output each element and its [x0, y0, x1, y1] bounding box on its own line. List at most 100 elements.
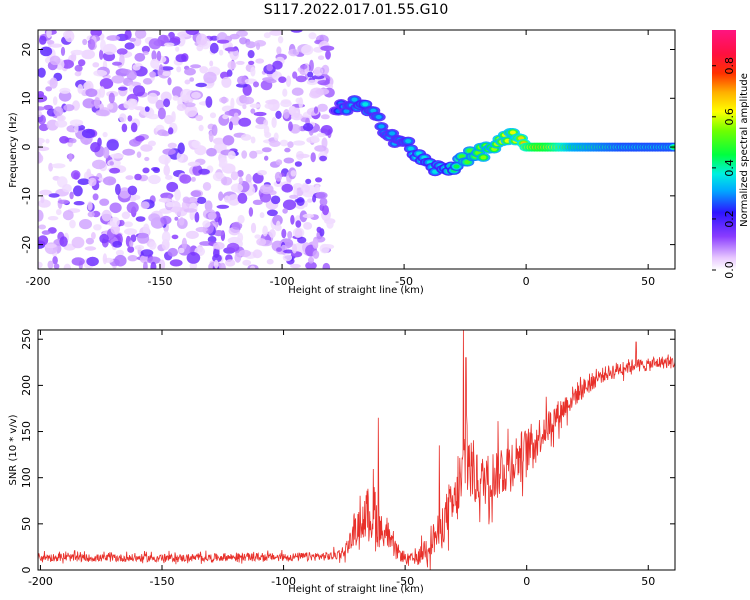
- spectrogram-noise-cell: [287, 231, 293, 239]
- spectrogram-noise-cell: [53, 263, 60, 269]
- spectrogram-noise-cell: [282, 199, 297, 211]
- spectrogram-noise-cell: [151, 50, 157, 61]
- spectrogram-noise-cell: [259, 192, 272, 203]
- spectrogram-noise-cell: [283, 157, 295, 164]
- spectrogram-noise-cell: [38, 67, 46, 78]
- spectrogram-noise-cell: [272, 60, 283, 70]
- spectrogram-noise-cell: [55, 119, 68, 128]
- spectrogram-noise-cell: [110, 153, 124, 159]
- spectrogram-noise-cell: [293, 186, 298, 198]
- spectrogram-noise-cell: [219, 97, 229, 104]
- spectrogram-noise-cell: [45, 138, 50, 144]
- colorbar-tick-label: 0.0: [723, 261, 736, 279]
- spectrogram-noise-cell: [283, 109, 290, 119]
- spectrogram-noise-cell: [48, 193, 60, 198]
- spectrogram-noise-cell: [287, 141, 294, 149]
- spectrogram-noise-cell: [249, 265, 256, 269]
- spectrogram-noise-cell: [150, 261, 157, 269]
- spectrogram-noise-cell: [74, 71, 82, 77]
- spectrogram-noise-cell: [301, 184, 310, 193]
- x-tick-label: -200: [26, 275, 51, 288]
- spectrogram-noise-cell: [99, 86, 106, 98]
- spectrogram-ridge-cell: [351, 97, 358, 102]
- colorbar-tick-label: 0.8: [723, 57, 736, 75]
- spectrogram-noise-cell: [219, 262, 226, 269]
- spectrogram-noise-cell: [124, 42, 135, 50]
- spectrogram-noise-cell: [248, 60, 255, 65]
- spectrogram-noise-cell: [102, 253, 108, 265]
- colorbar-ticks: 0.0 0.2 0.4 0.6 0.8: [712, 57, 736, 279]
- spectrogram-noise-cell: [276, 247, 282, 252]
- spectrogram-noise-cell: [92, 62, 100, 68]
- spectrogram-noise-cell: [71, 257, 85, 266]
- spectrogram-noise-cell: [285, 75, 292, 88]
- spectrogram-noise-cell: [142, 167, 150, 174]
- spectrogram-noise-cell: [282, 88, 288, 97]
- spectrogram-noise-cell: [190, 190, 202, 197]
- spectrogram-noise-cell: [247, 50, 255, 59]
- spectrogram-noise-cell: [48, 162, 53, 172]
- spectrogram-noise-cell: [44, 243, 57, 249]
- spectrogram-noise-cell: [163, 42, 175, 47]
- spectrogram-noise-cell: [250, 222, 257, 234]
- spectrogram-noise-cell: [211, 124, 218, 136]
- spectrogram-noise-cell: [269, 229, 276, 238]
- spectrogram-noise-cell: [212, 254, 222, 263]
- spectrogram-noise-cell: [93, 69, 108, 77]
- spectrogram-ridge-cell: [453, 164, 460, 169]
- spectrogram-noise-cell: [87, 38, 96, 50]
- colorbar-tick-label: 0.2: [723, 210, 736, 228]
- spectrogram-ridge-cell: [464, 160, 471, 165]
- spectrogram-noise-cell: [235, 83, 248, 88]
- spectrogram-noise-cell: [93, 224, 102, 231]
- spectrogram-noise-cell: [160, 208, 169, 214]
- x-tick-label: -100: [271, 575, 296, 588]
- spectrogram-noise-cell: [38, 106, 46, 111]
- spectrogram-noise-cell: [39, 35, 47, 45]
- spectrogram-x-label: Height of straight line (km): [288, 285, 424, 296]
- spectrogram-noise-cell: [106, 35, 120, 41]
- colorbar-tick-label: 0.6: [723, 108, 736, 126]
- colorbar-label: Normalized spectral amplitude: [739, 73, 750, 227]
- spectrogram-noise-cell: [290, 214, 295, 225]
- colorbar-tick-label: 0.4: [723, 159, 736, 177]
- spectrogram-noise-cell: [314, 184, 320, 194]
- spectrogram-noise-cell: [87, 201, 93, 211]
- spectrogram-noise-cell: [61, 59, 74, 69]
- spectrogram-noise-cell: [38, 261, 43, 269]
- y-tick-label: 100: [20, 467, 33, 488]
- spectrogram-noise-cell: [198, 168, 210, 175]
- spectrogram-noise-cell: [265, 99, 279, 105]
- spectrogram-noise-cell: [134, 52, 146, 62]
- spectrogram-noise-cell: [319, 243, 330, 254]
- spectrogram-noise-cell: [198, 124, 204, 132]
- spectrogram-noise-cell: [171, 111, 176, 123]
- spectrogram-noise-cell: [230, 171, 239, 181]
- spectrogram-noise-cell: [161, 231, 171, 243]
- spectrogram-noise-cell: [134, 106, 144, 111]
- spectrogram-noise-cell: [242, 259, 252, 266]
- spectrogram-noise-cell: [289, 194, 299, 199]
- spectrogram-noise-cell: [38, 137, 45, 144]
- spectrogram-noise-cell: [180, 88, 193, 101]
- spectrogram-noise-cell: [38, 146, 50, 152]
- spectrogram-noise-cell: [142, 78, 153, 85]
- spectrogram-noise-cell: [132, 64, 141, 71]
- spectrogram-noise-cell: [288, 121, 293, 132]
- spectrogram-noise-cell: [127, 185, 138, 196]
- spectrogram-noise-cell: [282, 254, 293, 262]
- spectrogram-noise-cell: [81, 128, 96, 139]
- spectrogram-noise-cell: [295, 220, 302, 228]
- spectrogram-noise-cell: [314, 145, 327, 152]
- spectrogram-noise-cell: [176, 103, 187, 111]
- spectrogram-noise-cell: [218, 157, 228, 167]
- x-tick-label: -150: [150, 575, 175, 588]
- spectrogram-noise-cell: [225, 259, 236, 267]
- spectrogram-noise-cell: [249, 103, 262, 109]
- spectrogram-noise-cell: [230, 97, 235, 110]
- spectrogram-noise-cell: [292, 140, 306, 146]
- spectrogram-noise-cell: [127, 246, 135, 253]
- spectrogram-noise-cell: [300, 64, 308, 70]
- spectrogram-noise-cell: [86, 168, 91, 178]
